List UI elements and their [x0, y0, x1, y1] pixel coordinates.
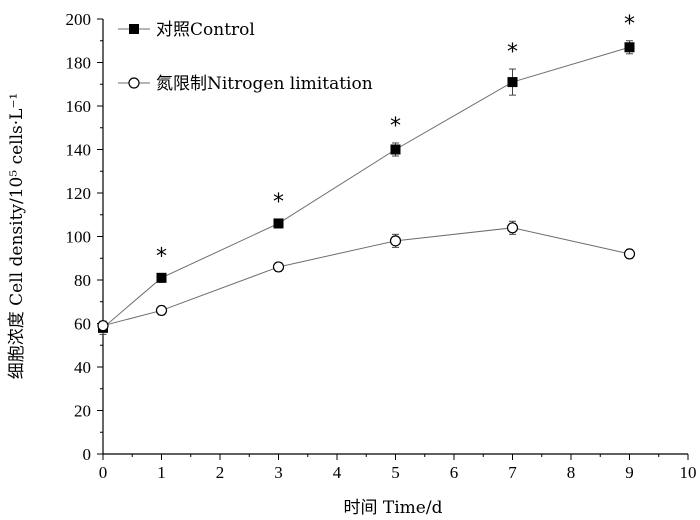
y-tick-label: 160	[66, 97, 92, 116]
data-point	[506, 222, 519, 234]
x-axis-title: 时间 Time/d	[344, 498, 443, 518]
legend-label-nitrogen: 氮限制Nitrogen limitation	[156, 74, 373, 94]
significance-markers: * * * * *	[156, 12, 635, 270]
x-tick-label: 5	[391, 463, 400, 482]
legend-marker-nitrogen	[128, 77, 140, 89]
data-point	[273, 218, 284, 229]
y-tick-label: 120	[66, 184, 92, 203]
significance-star: *	[624, 12, 635, 37]
significance-star: *	[390, 114, 401, 139]
y-tick-label: 20	[74, 402, 91, 421]
data-point	[390, 144, 401, 155]
data-point	[507, 77, 518, 88]
data-point	[155, 304, 168, 317]
legend-marker-control	[129, 24, 139, 34]
y-tick-label: 40	[74, 358, 91, 377]
y-axis-title: 细胞浓度 Cell density/10⁵ cells·L⁻¹	[7, 93, 27, 379]
y-tick-label: 100	[66, 228, 92, 247]
data-point	[624, 42, 635, 53]
legend-label-control: 对照Control	[156, 20, 255, 40]
series-control	[98, 40, 635, 335]
y-tick-label: 80	[74, 271, 91, 290]
x-tick-label: 2	[216, 463, 225, 482]
data-point	[623, 248, 636, 260]
x-tick-label: 8	[567, 463, 576, 482]
plot-area: 0 1 2 3 4 5 6 7 8 9 10 0 20 40 60 80 100 120 140 160 180 200…	[66, 10, 697, 482]
x-tick-label: 3	[274, 463, 283, 482]
x-tick-label: 0	[99, 463, 108, 482]
y-axis-ticks: 0 20 40 60 80 100 120 140 160 180 200	[66, 10, 103, 464]
series-nitrogen-limitation	[97, 220, 636, 332]
legend-item-nitrogen: 氮限制Nitrogen limitation	[118, 74, 373, 94]
legend-item-control: 对照Control	[118, 20, 255, 40]
series-line	[102, 46, 630, 329]
x-tick-label: 1	[157, 463, 166, 482]
series-line	[102, 227, 630, 327]
data-point	[97, 320, 109, 332]
x-tick-label: 10	[680, 463, 697, 482]
x-axis-ticks: 0 1 2 3 4 5 6 7 8 9 10	[99, 454, 697, 482]
x-tick-label: 4	[333, 463, 342, 482]
y-tick-label: 180	[66, 54, 92, 73]
legend: 对照Control 氮限制Nitrogen limitation	[118, 20, 373, 94]
significance-star: *	[273, 190, 284, 215]
x-tick-label: 6	[450, 463, 459, 482]
y-tick-label: 0	[83, 445, 92, 464]
y-tick-label: 200	[66, 10, 92, 29]
series-layer	[97, 40, 636, 335]
data-point	[272, 261, 285, 273]
y-tick-label: 60	[74, 315, 91, 334]
data-point	[156, 272, 167, 283]
x-tick-label: 7	[508, 463, 517, 482]
y-tick-label: 140	[66, 141, 92, 160]
significance-star: *	[156, 244, 167, 269]
significance-star: *	[507, 40, 518, 65]
data-point	[389, 235, 402, 247]
x-tick-label: 9	[625, 463, 634, 482]
